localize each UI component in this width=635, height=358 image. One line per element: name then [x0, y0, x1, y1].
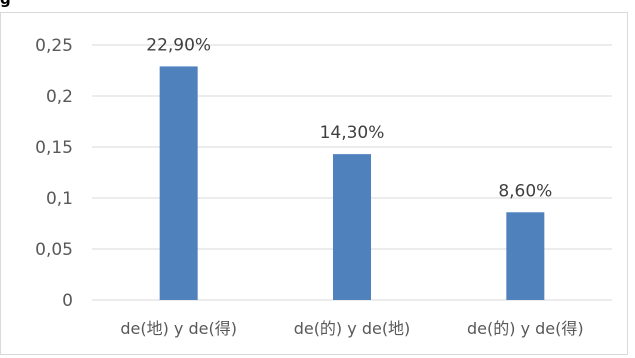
- y-tick-label: 0,15: [35, 138, 73, 158]
- y-tick-label: 0,05: [35, 240, 73, 260]
- y-tick-label: 0,1: [46, 189, 73, 209]
- data-label: 8,60%: [498, 181, 552, 201]
- y-tick-label: 0: [62, 291, 73, 311]
- y-tick-label: 0,25: [35, 36, 73, 56]
- bar: [159, 66, 198, 300]
- x-category-label: de(地) y de(得): [120, 319, 237, 338]
- y-tick-label: 0,2: [46, 87, 73, 107]
- x-category-label: de(的) y de(得): [467, 319, 584, 338]
- bar: [333, 154, 371, 300]
- data-label: 22,90%: [146, 35, 211, 55]
- x-category-label: de(的) y de(地): [294, 319, 411, 338]
- data-label: 14,30%: [320, 123, 385, 143]
- partial-heading: g: [0, 0, 11, 8]
- bar: [506, 212, 545, 300]
